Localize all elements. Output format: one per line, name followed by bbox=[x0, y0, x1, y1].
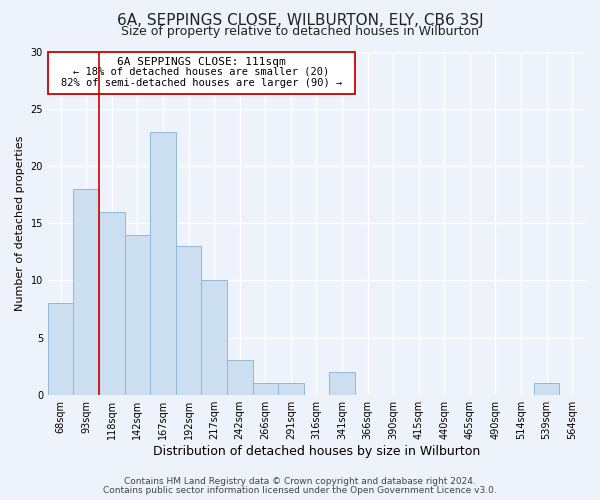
Bar bbox=[253, 384, 278, 394]
Bar bbox=[329, 372, 355, 394]
Bar bbox=[150, 132, 176, 394]
Bar bbox=[48, 303, 73, 394]
Text: 6A, SEPPINGS CLOSE, WILBURTON, ELY, CB6 3SJ: 6A, SEPPINGS CLOSE, WILBURTON, ELY, CB6 … bbox=[116, 12, 484, 28]
Bar bbox=[99, 212, 125, 394]
Text: Contains HM Land Registry data © Crown copyright and database right 2024.: Contains HM Land Registry data © Crown c… bbox=[124, 477, 476, 486]
Bar bbox=[125, 234, 150, 394]
X-axis label: Distribution of detached houses by size in Wilburton: Distribution of detached houses by size … bbox=[153, 444, 480, 458]
Text: Size of property relative to detached houses in Wilburton: Size of property relative to detached ho… bbox=[121, 25, 479, 38]
Bar bbox=[73, 189, 99, 394]
Bar bbox=[176, 246, 202, 394]
Text: ← 18% of detached houses are smaller (20): ← 18% of detached houses are smaller (20… bbox=[73, 67, 330, 77]
Text: 82% of semi-detached houses are larger (90) →: 82% of semi-detached houses are larger (… bbox=[61, 78, 342, 88]
Bar bbox=[227, 360, 253, 394]
Bar bbox=[278, 384, 304, 394]
FancyBboxPatch shape bbox=[49, 52, 355, 94]
Bar bbox=[534, 384, 559, 394]
Y-axis label: Number of detached properties: Number of detached properties bbox=[15, 136, 25, 311]
Bar bbox=[202, 280, 227, 394]
Text: 6A SEPPINGS CLOSE: 111sqm: 6A SEPPINGS CLOSE: 111sqm bbox=[117, 56, 286, 66]
Text: Contains public sector information licensed under the Open Government Licence v3: Contains public sector information licen… bbox=[103, 486, 497, 495]
